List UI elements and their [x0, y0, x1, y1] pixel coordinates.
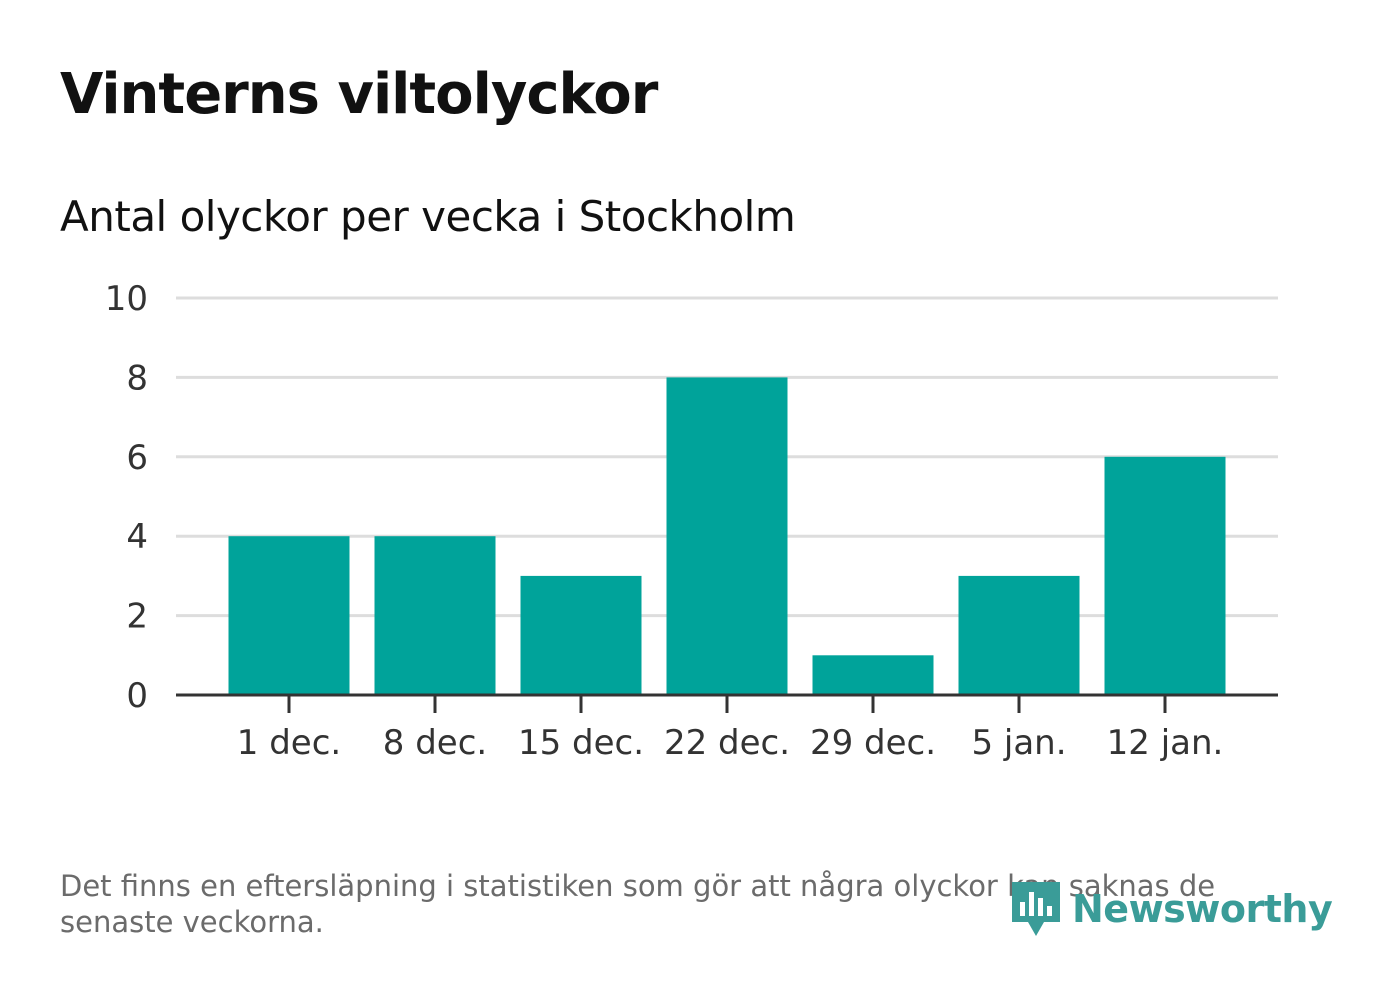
y-tick-label-4: 4 [126, 517, 148, 557]
x-axis [176, 693, 1278, 713]
y-tick-label-2: 2 [126, 597, 148, 637]
brand: Newsworthy [1010, 878, 1333, 940]
bars [228, 377, 1226, 695]
x-tick-label-3: 22 dec. [664, 723, 790, 763]
bar-chart: 0 2 4 6 8 10 1 dec. 8 dec. 15 dec. 22 dec. 29 dec… [105, 279, 1278, 763]
y-tick-label-8: 8 [126, 358, 148, 398]
y-tick-label-0: 0 [126, 676, 148, 716]
x-tick-label-5: 5 jan. [971, 723, 1066, 763]
x-tick-label-6: 12 jan. [1107, 723, 1224, 763]
y-tick-label-10: 10 [105, 279, 148, 319]
bar-6 [1104, 456, 1226, 695]
bar-3 [666, 377, 788, 695]
chart-subtitle: Antal olyckor per vecka i Stockholm [60, 192, 796, 241]
x-tick-label-4: 29 dec. [810, 723, 936, 763]
bar-2 [520, 575, 642, 695]
x-tick-labels: 1 dec. 8 dec. 15 dec. 22 dec. 29 dec. 5 jan. 1… [237, 723, 1224, 763]
brand-name: Newsworthy [1072, 887, 1333, 931]
bar-1 [374, 536, 496, 695]
bar-4 [812, 655, 934, 695]
x-tick-label-1: 8 dec. [383, 723, 487, 763]
chart-title: Vinterns viltolyckor [60, 62, 658, 127]
bar-5 [958, 575, 1080, 695]
y-tick-label-6: 6 [126, 438, 148, 478]
x-tick-label-2: 15 dec. [518, 723, 644, 763]
x-tick-label-0: 1 dec. [237, 723, 341, 763]
bar-0 [228, 536, 350, 695]
newsworthy-logo-icon [1010, 878, 1062, 940]
y-tick-labels: 0 2 4 6 8 10 [105, 279, 148, 716]
